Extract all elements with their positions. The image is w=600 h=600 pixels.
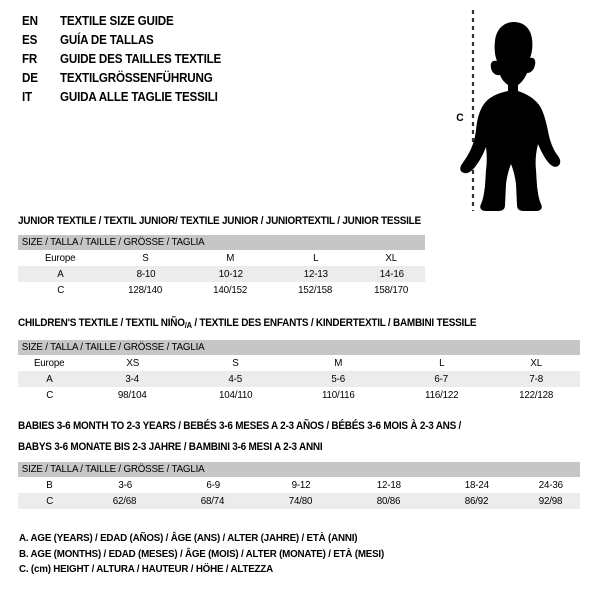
silhouette-body bbox=[460, 22, 561, 211]
table-cell: 122/128 bbox=[493, 387, 580, 403]
table-cell: 3-4 bbox=[81, 371, 184, 387]
table-cell: S bbox=[184, 355, 287, 371]
language-title-list: EN TEXTILE SIZE GUIDE ES GUÍA DE TALLAS … bbox=[22, 14, 422, 109]
table-cell: 5-6 bbox=[287, 371, 390, 387]
table-row: C 62/68 68/74 74/80 80/86 86/92 92/98 bbox=[18, 493, 580, 509]
table-cell: 3-6 bbox=[81, 477, 169, 493]
language-row-it: IT GUIDA ALLE TAGLIE TESSILI bbox=[22, 90, 422, 109]
language-row-de: DE TEXTILGRÖSSENFÜHRUNG bbox=[22, 71, 422, 90]
table-cell: 8-10 bbox=[103, 266, 188, 282]
language-code: ES bbox=[22, 33, 38, 47]
table-cell: 158/170 bbox=[358, 282, 425, 298]
table-cell: XL bbox=[358, 250, 425, 266]
section-babies-textile: BABIES 3-6 MONTH TO 2-3 YEARS / BEBÉS 3-… bbox=[18, 419, 580, 509]
table-row: B 3-6 6-9 9-12 12-18 18-24 24-36 bbox=[18, 477, 580, 493]
language-title: TEXTILGRÖSSENFÜHRUNG bbox=[60, 71, 213, 85]
legend-line-b: B. AGE (MONTHS) / EDAD (MESES) / ÂGE (MO… bbox=[19, 548, 385, 560]
table-cell: M bbox=[287, 355, 390, 371]
table-row: A 3-4 4-5 5-6 6-7 7-8 bbox=[18, 371, 580, 387]
language-title: GUIDA ALLE TAGLIE TESSILI bbox=[60, 90, 218, 104]
row-label: Europe bbox=[18, 355, 81, 371]
section-title: JUNIOR TEXTILE / TEXTIL JUNIOR/ TEXTILE … bbox=[18, 215, 421, 227]
table-cell: 152/158 bbox=[273, 282, 358, 298]
table-cell: XL bbox=[493, 355, 580, 371]
table-cell: 18-24 bbox=[433, 477, 521, 493]
section-title-line1: BABIES 3-6 MONTH TO 2-3 YEARS / BEBÉS 3-… bbox=[18, 420, 462, 432]
table-cell: 14-16 bbox=[358, 266, 425, 282]
table-cell: 6-9 bbox=[169, 477, 257, 493]
table-row: A 8-10 10-12 12-13 14-16 bbox=[18, 266, 425, 282]
table-cell: 74/80 bbox=[257, 493, 345, 509]
table-row: C 128/140 140/152 152/158 158/170 bbox=[18, 282, 425, 298]
table-cell: 140/152 bbox=[188, 282, 273, 298]
table-cell: 110/116 bbox=[287, 387, 390, 403]
table-cell: 116/122 bbox=[390, 387, 493, 403]
table-cell: 6-7 bbox=[390, 371, 493, 387]
section-title-sub: /A bbox=[184, 321, 192, 330]
toddler-silhouette-icon bbox=[460, 10, 561, 211]
table-header-bar: SIZE / TALLA / TAILLE / GRÖSSE / TAGLIA bbox=[18, 235, 425, 250]
table-cell: 98/104 bbox=[81, 387, 184, 403]
table-header-bar: SIZE / TALLA / TAILLE / GRÖSSE / TAGLIA bbox=[18, 462, 580, 477]
measurement-legend: A. AGE (YEARS) / EDAD (AÑOS) / ÂGE (ANS)… bbox=[19, 531, 407, 578]
size-bar-label: SIZE / TALLA / TAILLE / GRÖSSE / TAGLIA bbox=[21, 464, 205, 475]
language-title: GUÍA DE TALLAS bbox=[60, 33, 154, 47]
section-junior-textile: JUNIOR TEXTILE / TEXTIL JUNIOR/ TEXTILE … bbox=[18, 214, 447, 298]
language-code: IT bbox=[22, 90, 32, 104]
language-title: TEXTILE SIZE GUIDE bbox=[60, 14, 174, 28]
table-header-bar: SIZE / TALLA / TAILLE / GRÖSSE / TAGLIA bbox=[18, 340, 580, 355]
legend-line-c: C. (cm) HEIGHT / ALTURA / HAUTEUR / HÖHE… bbox=[19, 564, 273, 575]
measure-label-c: C bbox=[456, 112, 464, 124]
childrens-size-table: SIZE / TALLA / TAILLE / GRÖSSE / TAGLIA … bbox=[18, 340, 580, 403]
table-row: Europe S M L XL bbox=[18, 250, 425, 266]
table-cell: XS bbox=[81, 355, 184, 371]
table-cell: 62/68 bbox=[81, 493, 169, 509]
table-cell: 128/140 bbox=[103, 282, 188, 298]
row-label: Europe bbox=[18, 250, 103, 266]
table-cell: 80/86 bbox=[345, 493, 433, 509]
table-cell: S bbox=[103, 250, 188, 266]
row-label: C bbox=[18, 282, 103, 298]
language-code: DE bbox=[22, 71, 38, 85]
language-row-fr: FR GUIDE DES TAILLES TEXTILE bbox=[22, 52, 422, 71]
row-label: A bbox=[18, 266, 103, 282]
table-cell: L bbox=[273, 250, 358, 266]
section-title-post: / TEXTILE DES ENFANTS / KINDERTEXTIL / B… bbox=[191, 317, 477, 329]
table-cell: 12-13 bbox=[273, 266, 358, 282]
table-cell: 7-8 bbox=[493, 371, 580, 387]
table-cell: 12-18 bbox=[345, 477, 433, 493]
row-label: A bbox=[18, 371, 81, 387]
table-cell: 86/92 bbox=[433, 493, 521, 509]
row-label: C bbox=[18, 493, 81, 509]
language-code: FR bbox=[22, 52, 38, 66]
table-cell: 4-5 bbox=[184, 371, 287, 387]
junior-size-table: SIZE / TALLA / TAILLE / GRÖSSE / TAGLIA … bbox=[18, 235, 425, 298]
babies-size-table: SIZE / TALLA / TAILLE / GRÖSSE / TAGLIA … bbox=[18, 462, 580, 509]
section-title: CHILDREN'S TEXTILE / TEXTIL NIÑO/A / TEX… bbox=[18, 316, 546, 333]
language-code: EN bbox=[22, 14, 38, 28]
table-cell: 92/98 bbox=[521, 493, 580, 509]
table-cell: L bbox=[390, 355, 493, 371]
language-row-en: EN TEXTILE SIZE GUIDE bbox=[22, 14, 422, 33]
section-title-pre: CHILDREN'S TEXTILE / TEXTIL NIÑO bbox=[18, 317, 185, 329]
size-bar-label: SIZE / TALLA / TAILLE / GRÖSSE / TAGLIA bbox=[21, 237, 205, 248]
legend-line-a: A. AGE (YEARS) / EDAD (AÑOS) / ÂGE (ANS)… bbox=[19, 533, 358, 544]
size-bar-label: SIZE / TALLA / TAILLE / GRÖSSE / TAGLIA bbox=[21, 342, 205, 353]
table-cell: 10-12 bbox=[188, 266, 273, 282]
table-row: C 98/104 104/110 110/116 116/122 122/128 bbox=[18, 387, 580, 403]
table-row: Europe XS S M L XL bbox=[18, 355, 580, 371]
table-cell: 104/110 bbox=[184, 387, 287, 403]
table-cell: M bbox=[188, 250, 273, 266]
table-cell: 24-36 bbox=[521, 477, 580, 493]
section-childrens-textile: CHILDREN'S TEXTILE / TEXTIL NIÑO/A / TEX… bbox=[18, 316, 580, 403]
table-cell: 9-12 bbox=[257, 477, 345, 493]
language-title: GUIDE DES TAILLES TEXTILE bbox=[60, 52, 222, 66]
language-row-es: ES GUÍA DE TALLAS bbox=[22, 33, 422, 52]
height-measurement-illustration: C bbox=[440, 8, 590, 213]
table-cell: 68/74 bbox=[169, 493, 257, 509]
section-title-line2: BABYS 3-6 MONATE BIS 2-3 JAHRE / BAMBINI… bbox=[18, 441, 323, 453]
row-label: B bbox=[18, 477, 81, 493]
row-label: C bbox=[18, 387, 81, 403]
